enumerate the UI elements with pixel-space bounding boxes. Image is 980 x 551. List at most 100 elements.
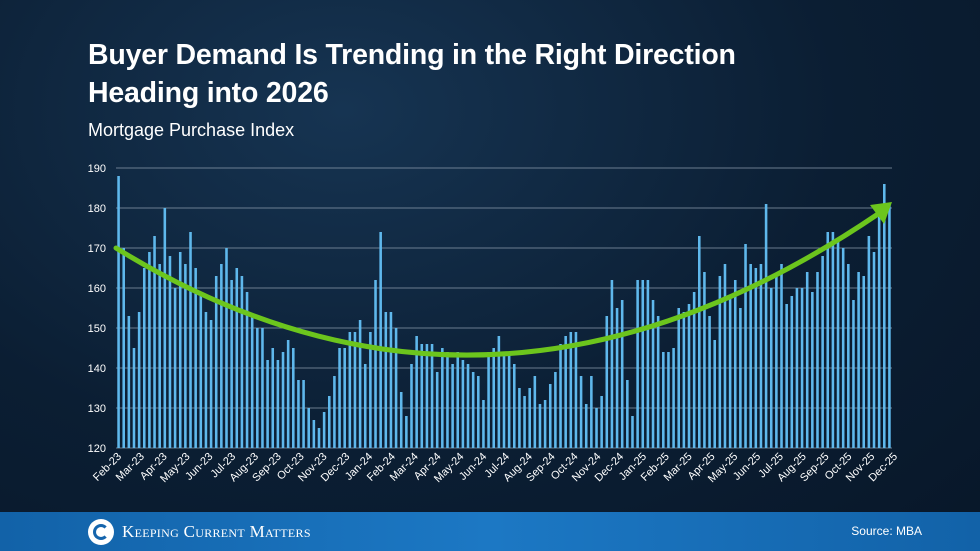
bar xyxy=(816,272,819,448)
bar xyxy=(574,332,578,448)
bar xyxy=(189,232,192,448)
bar xyxy=(595,408,598,448)
bar xyxy=(646,280,650,448)
bar xyxy=(590,376,593,448)
y-tick-label: 160 xyxy=(88,283,106,295)
bar xyxy=(831,232,835,448)
bar xyxy=(363,364,367,448)
bar xyxy=(672,348,675,448)
bar xyxy=(225,248,228,448)
bar xyxy=(692,292,696,448)
bar xyxy=(256,328,259,448)
trend-arrow xyxy=(113,202,892,358)
bar xyxy=(456,352,460,448)
bar xyxy=(307,408,310,448)
bar xyxy=(877,204,881,448)
brand-logo: Keeping Current Matters xyxy=(88,518,311,545)
bar xyxy=(872,252,876,448)
bar xyxy=(312,420,316,448)
bar xyxy=(538,404,542,448)
bar xyxy=(471,372,475,448)
bar xyxy=(569,332,573,448)
bar xyxy=(728,296,732,448)
bar xyxy=(708,316,711,448)
trend-arrowhead xyxy=(870,202,892,224)
bar xyxy=(518,388,521,448)
bar xyxy=(410,364,413,448)
bar xyxy=(441,348,444,448)
bar xyxy=(281,352,285,448)
bar xyxy=(605,316,609,448)
bar xyxy=(302,380,305,448)
bar xyxy=(327,396,331,448)
bar xyxy=(610,280,614,448)
bar xyxy=(749,264,752,448)
bar xyxy=(507,352,511,448)
bar xyxy=(559,344,562,448)
bar xyxy=(230,280,233,448)
bar xyxy=(338,348,341,448)
bar xyxy=(883,184,886,448)
bar xyxy=(250,316,254,448)
bar xyxy=(564,336,567,448)
bar xyxy=(785,304,788,448)
bar xyxy=(800,288,804,448)
bar xyxy=(220,264,223,448)
bar xyxy=(343,348,346,448)
bar xyxy=(888,204,891,448)
bar xyxy=(744,244,747,448)
bar xyxy=(322,412,326,448)
bar xyxy=(245,292,249,448)
bar xyxy=(394,328,398,448)
bar xyxy=(512,364,516,448)
bar xyxy=(857,272,860,448)
bar xyxy=(677,308,681,448)
bar xyxy=(821,256,824,448)
bar xyxy=(548,384,552,448)
bar xyxy=(790,296,794,448)
bar xyxy=(523,396,526,448)
bar xyxy=(867,236,871,448)
bar xyxy=(389,312,393,448)
bar xyxy=(148,252,151,448)
page-title: Buyer Demand Is Trending in the Right Di… xyxy=(88,36,948,112)
bar xyxy=(261,328,264,448)
bar xyxy=(723,264,727,448)
bar-chart: 120 130 140 150 160 170 180 190 Feb-23Mar-23Apr… xyxy=(88,167,892,449)
bar xyxy=(374,280,377,448)
bar xyxy=(297,380,300,448)
bar xyxy=(142,268,146,448)
bar xyxy=(137,312,141,448)
bar xyxy=(209,320,213,448)
bar xyxy=(127,316,131,448)
bar xyxy=(698,236,701,448)
bar xyxy=(163,208,167,448)
bar xyxy=(435,372,439,448)
bar xyxy=(487,352,490,448)
brand-name: Keeping Current Matters xyxy=(122,521,311,541)
bar xyxy=(811,292,814,448)
kcm-logo-icon xyxy=(88,518,114,545)
bar xyxy=(641,280,645,448)
bar xyxy=(631,416,634,448)
bar xyxy=(754,268,758,448)
bar xyxy=(836,240,840,448)
bar xyxy=(271,348,275,448)
y-tick-label: 130 xyxy=(88,403,106,415)
bar xyxy=(451,364,454,448)
bar xyxy=(358,320,362,448)
bar xyxy=(292,348,295,448)
bar xyxy=(579,376,583,448)
bar xyxy=(687,304,691,448)
bar xyxy=(795,288,799,448)
source-note: Source: MBA xyxy=(851,524,922,538)
title-line-1: Buyer Demand Is Trending in the Right Di… xyxy=(88,39,736,71)
y-tick-label: 170 xyxy=(88,243,106,255)
bar xyxy=(656,316,660,448)
bar xyxy=(769,288,773,448)
bar xyxy=(430,344,434,448)
y-tick-label: 180 xyxy=(88,203,106,215)
bar xyxy=(466,364,470,448)
bar xyxy=(713,340,716,448)
bar xyxy=(117,176,120,448)
